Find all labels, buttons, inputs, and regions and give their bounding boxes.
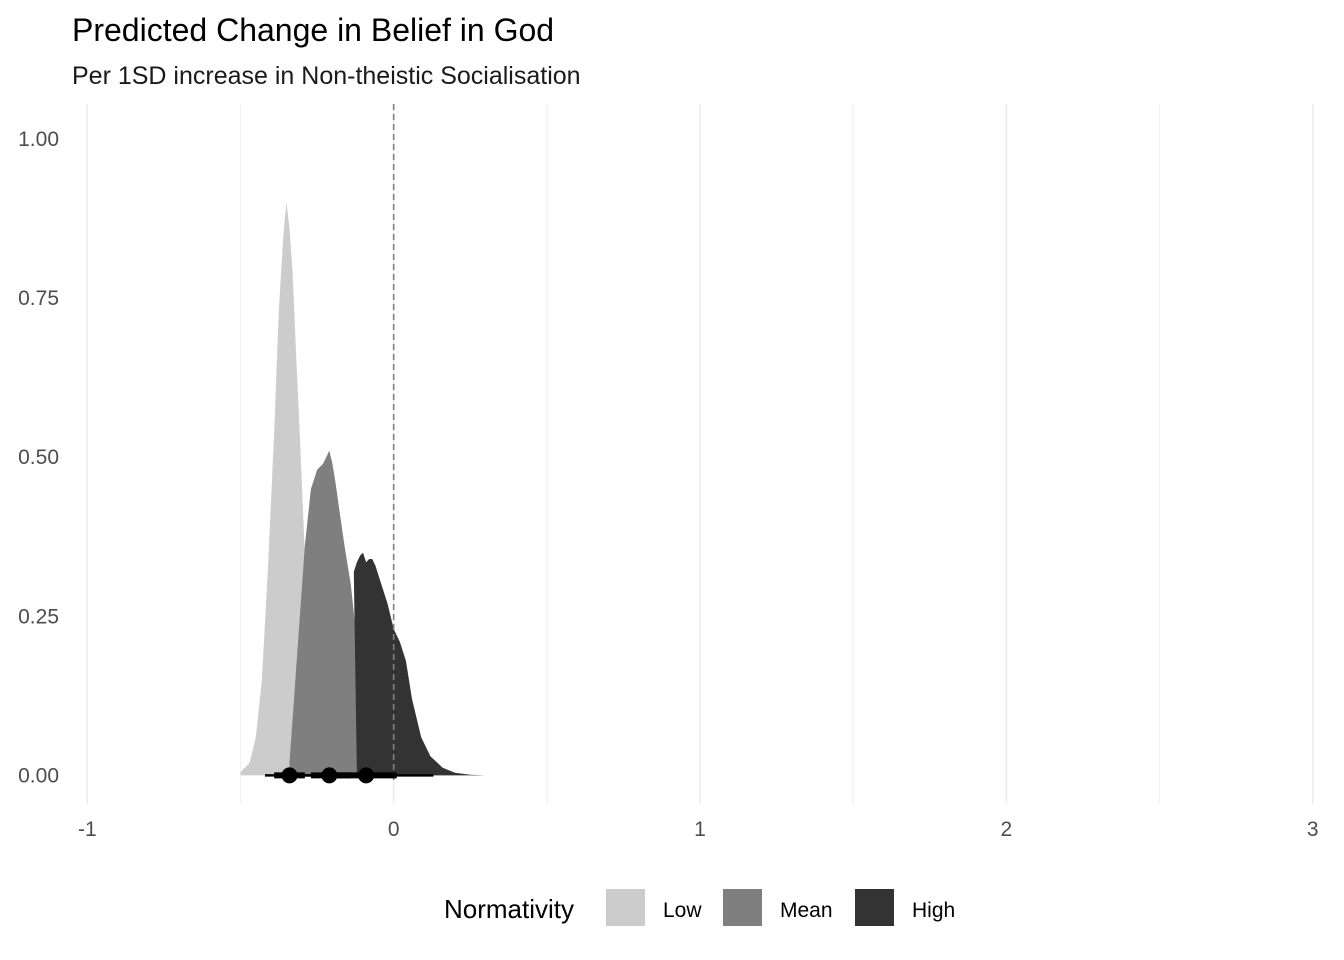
x-tick-label: 3 [1307, 818, 1319, 841]
y-tick-label: 0.00 [18, 764, 59, 787]
y-tick-label: 0.25 [18, 605, 59, 628]
density-high [353, 552, 486, 776]
legend-label-low: Low [663, 899, 702, 922]
legend-key-low [606, 889, 645, 926]
chart-subtitle: Per 1SD increase in Non-theistic Sociali… [72, 62, 581, 90]
legend-key-high [855, 889, 894, 926]
y-tick-label: 0.75 [18, 287, 59, 310]
interval-group [264, 767, 434, 784]
y-tick-label: 1.00 [18, 128, 59, 151]
point-estimate-high [358, 767, 375, 784]
x-tick-label: 0 [388, 818, 400, 841]
density-low [240, 202, 333, 776]
legend-label-high: High [912, 899, 955, 922]
legend-key-mean [723, 889, 762, 926]
y-tick-label: 0.50 [18, 446, 59, 469]
x-tick-label: -1 [78, 818, 97, 841]
legend-label-mean: Mean [780, 899, 833, 922]
y-axis-tick-labels: 0.00 0.25 0.50 0.75 1.00 [18, 128, 59, 787]
x-axis-tick-labels: -1 0 1 2 3 [78, 818, 1319, 841]
chart-title: Predicted Change in Belief in God [72, 12, 554, 48]
legend-title: Normativity [444, 894, 574, 924]
legend: Normativity Low Mean High [444, 889, 955, 926]
density-areas [240, 202, 486, 776]
x-tick-label: 1 [694, 818, 706, 841]
point-estimate-mean [321, 767, 338, 784]
point-estimate-low [281, 767, 298, 784]
x-tick-label: 2 [1000, 818, 1012, 841]
